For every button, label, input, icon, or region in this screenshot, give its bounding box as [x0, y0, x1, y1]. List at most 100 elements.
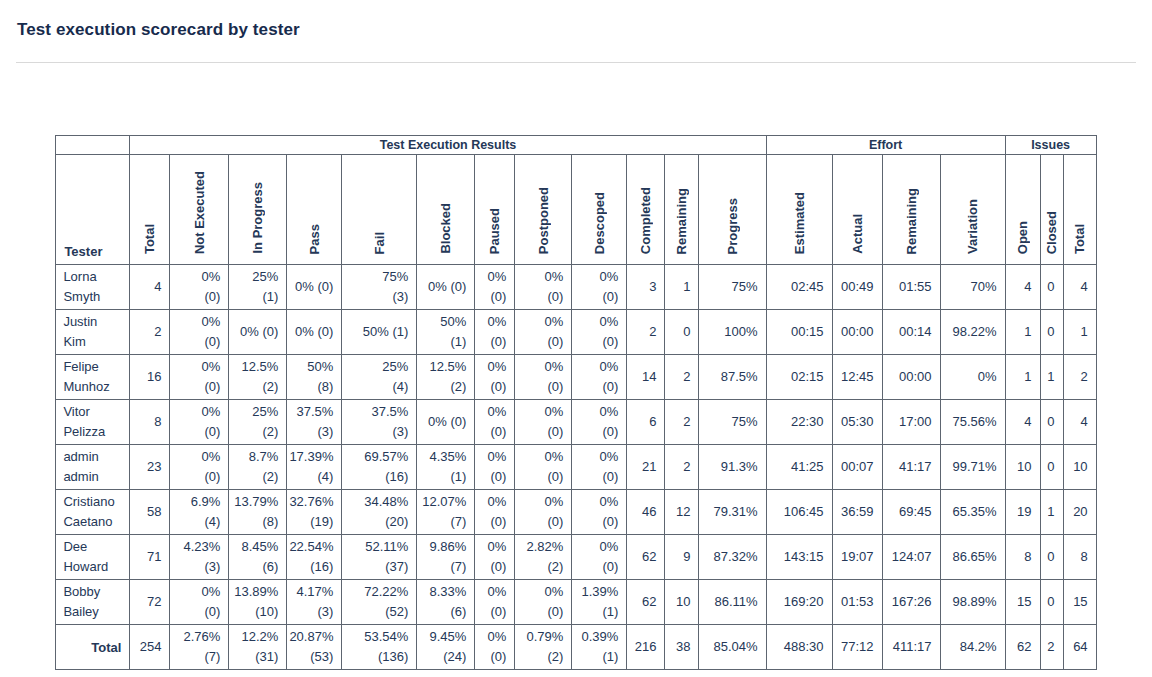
cell-total-1: 4 — [130, 265, 170, 310]
cell-postponed-8: 0% (0) — [515, 310, 572, 355]
cell-in-progress-3: 13.79% (8) — [229, 490, 287, 535]
cell-paused-7: 0% (0) — [475, 310, 515, 355]
column-header-label: Progress — [726, 198, 739, 254]
cell-descoped-9: 1.39% (1) — [572, 580, 627, 625]
cell-pass-4: 20.87% (53) — [287, 625, 342, 670]
cell-total-1: 71 — [130, 535, 170, 580]
total-row-label: Total — [56, 625, 130, 670]
table-row-felipe-munhoz: Felipe Munhoz160% (0)12.5% (2)50% (8)25%… — [56, 355, 1096, 400]
cell-paused-7: 0% (0) — [475, 490, 515, 535]
cell-remaining-11: 1 — [665, 265, 699, 310]
cell-variation-16: 70% — [940, 265, 1005, 310]
table-row-dee-howard: Dee Howard714.23% (3)8.45% (6)22.54% (16… — [56, 535, 1096, 580]
cell-progress-12: 86.11% — [699, 580, 766, 625]
scorecard-table-body: Lorna Smyth40% (0)25% (1)0% (0)75% (3)0%… — [56, 265, 1096, 670]
tester-name-cell: Lorna Smyth — [56, 265, 130, 310]
cell-completed-10: 46 — [627, 490, 665, 535]
cell-postponed-8: 0.79% (2) — [515, 625, 572, 670]
column-header-label: Paused — [488, 208, 501, 254]
cell-estimated-13: 488:30 — [766, 625, 832, 670]
column-header-pass-4: Pass — [287, 155, 342, 265]
cell-remaining-15: 00:14 — [882, 310, 940, 355]
cell-postponed-8: 2.82% (2) — [515, 535, 572, 580]
cell-descoped-9: 0% (0) — [572, 265, 627, 310]
cell-variation-16: 99.71% — [940, 445, 1005, 490]
cell-open-17: 10 — [1005, 445, 1040, 490]
column-header-label: Pass — [308, 224, 321, 254]
cell-actual-14: 36:59 — [832, 490, 882, 535]
cell-progress-12: 87.5% — [699, 355, 766, 400]
cell-not-executed-2: 0% (0) — [170, 400, 229, 445]
cell-descoped-9: 0% (0) — [572, 310, 627, 355]
cell-estimated-13: 02:45 — [766, 265, 832, 310]
cell-total-19: 15 — [1063, 580, 1096, 625]
cell-completed-10: 216 — [627, 625, 665, 670]
cell-blocked-6: 12.5% (2) — [417, 355, 475, 400]
cell-descoped-9: 0% (0) — [572, 535, 627, 580]
cell-not-executed-2: 2.76% (7) — [170, 625, 229, 670]
cell-postponed-8: 0% (0) — [515, 355, 572, 400]
tester-name-cell: Dee Howard — [56, 535, 130, 580]
cell-remaining-15: 124:07 — [882, 535, 940, 580]
cell-total-19: 2 — [1063, 355, 1096, 400]
cell-not-executed-2: 0% (0) — [170, 265, 229, 310]
cell-remaining-11: 38 — [665, 625, 699, 670]
cell-paused-7: 0% (0) — [475, 400, 515, 445]
cell-pass-4: 0% (0) — [287, 310, 342, 355]
tester-name-cell: Justin Kim — [56, 310, 130, 355]
cell-closed-18: 0 — [1040, 310, 1063, 355]
cell-open-17: 15 — [1005, 580, 1040, 625]
cell-descoped-9: 0% (0) — [572, 490, 627, 535]
cell-completed-10: 21 — [627, 445, 665, 490]
tester-name-cell: Felipe Munhoz — [56, 355, 130, 400]
cell-pass-4: 22.54% (16) — [287, 535, 342, 580]
column-header-label: Estimated — [793, 192, 806, 254]
column-header-remaining-11: Remaining — [665, 155, 699, 265]
table-row-vitor-pelizza: Vitor Pelizza80% (0)25% (2)37.5% (3)37.5… — [56, 400, 1096, 445]
cell-not-executed-2: 0% (0) — [170, 355, 229, 400]
cell-total-1: 254 — [130, 625, 170, 670]
cell-closed-18: 1 — [1040, 490, 1063, 535]
cell-blocked-6: 9.86% (7) — [417, 535, 475, 580]
cell-fail-5: 75% (3) — [342, 265, 417, 310]
cell-open-17: 1 — [1005, 310, 1040, 355]
column-header-label: Total — [143, 224, 156, 254]
cell-actual-14: 00:07 — [832, 445, 882, 490]
column-header-label: Not Executed — [193, 171, 206, 254]
cell-paused-7: 0% (0) — [475, 265, 515, 310]
column-header-label: In Progress — [251, 182, 264, 254]
column-header-fail-5: Fail — [342, 155, 417, 265]
cell-actual-14: 05:30 — [832, 400, 882, 445]
column-header-label: Blocked — [439, 203, 452, 254]
title-divider — [16, 62, 1136, 63]
cell-postponed-8: 0% (0) — [515, 490, 572, 535]
cell-remaining-11: 2 — [665, 355, 699, 400]
cell-total-19: 1 — [1063, 310, 1096, 355]
cell-estimated-13: 00:15 — [766, 310, 832, 355]
column-group-row: Test Execution ResultsEffortIssues — [56, 136, 1096, 155]
column-header-progress-12: Progress — [699, 155, 766, 265]
cell-blocked-6: 0% (0) — [417, 265, 475, 310]
cell-not-executed-2: 0% (0) — [170, 580, 229, 625]
column-header-descoped-9: Descoped — [572, 155, 627, 265]
cell-pass-4: 4.17% (3) — [287, 580, 342, 625]
cell-completed-10: 62 — [627, 535, 665, 580]
cell-variation-16: 0% — [940, 355, 1005, 400]
column-header-label: Open — [1016, 221, 1029, 254]
column-header-label: Fail — [373, 232, 386, 254]
cell-fail-5: 34.48% (20) — [342, 490, 417, 535]
cell-estimated-13: 41:25 — [766, 445, 832, 490]
cell-variation-16: 98.22% — [940, 310, 1005, 355]
cell-remaining-15: 411:17 — [882, 625, 940, 670]
cell-remaining-15: 69:45 — [882, 490, 940, 535]
cell-fail-5: 37.5% (3) — [342, 400, 417, 445]
cell-variation-16: 98.89% — [940, 580, 1005, 625]
column-header-label: Remaining — [675, 188, 688, 254]
page-title: Test execution scorecard by tester — [17, 20, 1136, 40]
column-header-tester: Tester — [56, 155, 130, 265]
column-header-actual-14: Actual — [832, 155, 882, 265]
cell-actual-14: 19:07 — [832, 535, 882, 580]
cell-paused-7: 0% (0) — [475, 355, 515, 400]
cell-pass-4: 32.76% (19) — [287, 490, 342, 535]
cell-progress-12: 75% — [699, 400, 766, 445]
